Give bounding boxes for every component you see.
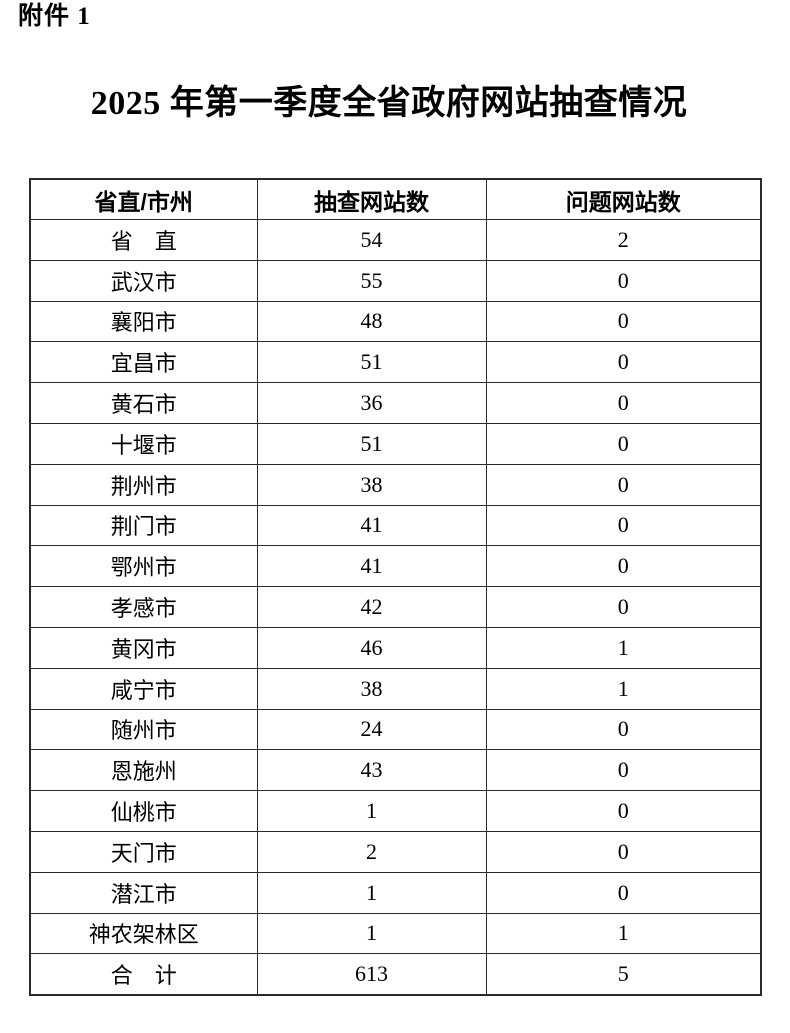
problem-count-cell: 0 xyxy=(485,749,762,792)
region-cell: 神农架林区 xyxy=(29,912,258,955)
region-cell: 武汉市 xyxy=(29,259,258,302)
header-cell: 抽查网站数 xyxy=(256,178,487,220)
problem-count-cell: 1 xyxy=(485,626,762,669)
problem-count-cell: 0 xyxy=(485,504,762,547)
problem-count-cell: 2 xyxy=(485,219,762,261)
problem-count-cell: 1 xyxy=(485,667,762,710)
problem-count-cell: 0 xyxy=(485,871,762,914)
region-cell: 十堰市 xyxy=(29,422,258,465)
checked-count-cell: 1 xyxy=(256,912,487,955)
table-row: 咸宁市 38 1 xyxy=(29,667,762,710)
checked-count-cell: 36 xyxy=(256,382,487,424)
checked-count-cell: 48 xyxy=(256,300,487,343)
table-row: 省 直 54 2 xyxy=(29,219,762,261)
region-cell: 随州市 xyxy=(29,708,258,751)
table-row: 武汉市 55 0 xyxy=(29,259,762,302)
table-row: 孝感市 42 0 xyxy=(29,586,762,628)
region-cell: 潜江市 xyxy=(29,871,258,914)
problem-count-cell: 0 xyxy=(485,545,762,588)
problem-count-cell: 0 xyxy=(485,790,762,832)
region-cell: 仙桃市 xyxy=(29,790,258,832)
checked-count-cell: 1 xyxy=(256,790,487,832)
table-row: 合 计 613 5 xyxy=(29,953,762,996)
table-row: 黄石市 36 0 xyxy=(29,382,762,424)
checked-count-cell: 51 xyxy=(256,341,487,384)
table-row: 仙桃市 1 0 xyxy=(29,790,762,832)
table-header-row: 省直/市州 抽查网站数 问题网站数 xyxy=(29,178,762,220)
problem-count-cell: 5 xyxy=(485,953,762,996)
table-row: 随州市 24 0 xyxy=(29,708,762,751)
checked-count-cell: 613 xyxy=(256,953,487,996)
problem-count-cell: 0 xyxy=(485,300,762,343)
checked-count-cell: 41 xyxy=(256,504,487,547)
checked-count-cell: 38 xyxy=(256,667,487,710)
checked-count-cell: 43 xyxy=(256,749,487,792)
region-cell: 襄阳市 xyxy=(29,300,258,343)
table-row: 天门市 2 0 xyxy=(29,830,762,873)
attachment-label: 附件 1 xyxy=(18,3,91,30)
region-cell: 宜昌市 xyxy=(29,341,258,384)
table-row: 黄冈市 46 1 xyxy=(29,626,762,669)
data-table: 省直/市州 抽查网站数 问题网站数 省 直 54 2 武汉市 55 0 襄阳市 48 0 宜昌市 51 0… xyxy=(29,178,762,997)
table-body: 省 直 54 2 武汉市 55 0 襄阳市 48 0 宜昌市 51 0 黄石市 36 0 十堰市 51 0 荆州市 3… xyxy=(29,219,762,996)
header-cell: 省直/市州 xyxy=(29,178,258,220)
region-cell: 恩施州 xyxy=(29,749,258,792)
page-title: 2025 年第一季度全省政府网站抽查情况 xyxy=(90,85,688,122)
problem-count-cell: 0 xyxy=(485,259,762,302)
region-cell: 咸宁市 xyxy=(29,667,258,710)
checked-count-cell: 24 xyxy=(256,708,487,751)
checked-count-cell: 2 xyxy=(256,830,487,873)
table-row: 襄阳市 48 0 xyxy=(29,300,762,343)
checked-count-cell: 51 xyxy=(256,422,487,465)
checked-count-cell: 46 xyxy=(256,626,487,669)
problem-count-cell: 0 xyxy=(485,463,762,506)
problem-count-cell: 0 xyxy=(485,708,762,751)
region-cell: 合 计 xyxy=(29,953,258,996)
problem-count-cell: 0 xyxy=(485,830,762,873)
table-row: 潜江市 1 0 xyxy=(29,871,762,914)
table-row: 荆门市 41 0 xyxy=(29,504,762,547)
checked-count-cell: 55 xyxy=(256,259,487,302)
table-row: 神农架林区 1 1 xyxy=(29,912,762,955)
problem-count-cell: 0 xyxy=(485,382,762,424)
checked-count-cell: 1 xyxy=(256,871,487,914)
table-row: 鄂州市 41 0 xyxy=(29,545,762,588)
table-row: 十堰市 51 0 xyxy=(29,422,762,465)
table-row: 宜昌市 51 0 xyxy=(29,341,762,384)
checked-count-cell: 38 xyxy=(256,463,487,506)
table-row: 荆州市 38 0 xyxy=(29,463,762,506)
region-cell: 孝感市 xyxy=(29,586,258,628)
region-cell: 省 直 xyxy=(29,219,258,261)
header-cell: 问题网站数 xyxy=(485,178,762,220)
table-row: 恩施州 43 0 xyxy=(29,749,762,792)
region-cell: 鄂州市 xyxy=(29,545,258,588)
region-cell: 荆门市 xyxy=(29,504,258,547)
problem-count-cell: 0 xyxy=(485,422,762,465)
checked-count-cell: 42 xyxy=(256,586,487,628)
checked-count-cell: 54 xyxy=(256,219,487,261)
region-cell: 黄冈市 xyxy=(29,626,258,669)
region-cell: 荆州市 xyxy=(29,463,258,506)
problem-count-cell: 0 xyxy=(485,341,762,384)
region-cell: 天门市 xyxy=(29,830,258,873)
checked-count-cell: 41 xyxy=(256,545,487,588)
region-cell: 黄石市 xyxy=(29,382,258,424)
problem-count-cell: 0 xyxy=(485,586,762,628)
problem-count-cell: 1 xyxy=(485,912,762,955)
